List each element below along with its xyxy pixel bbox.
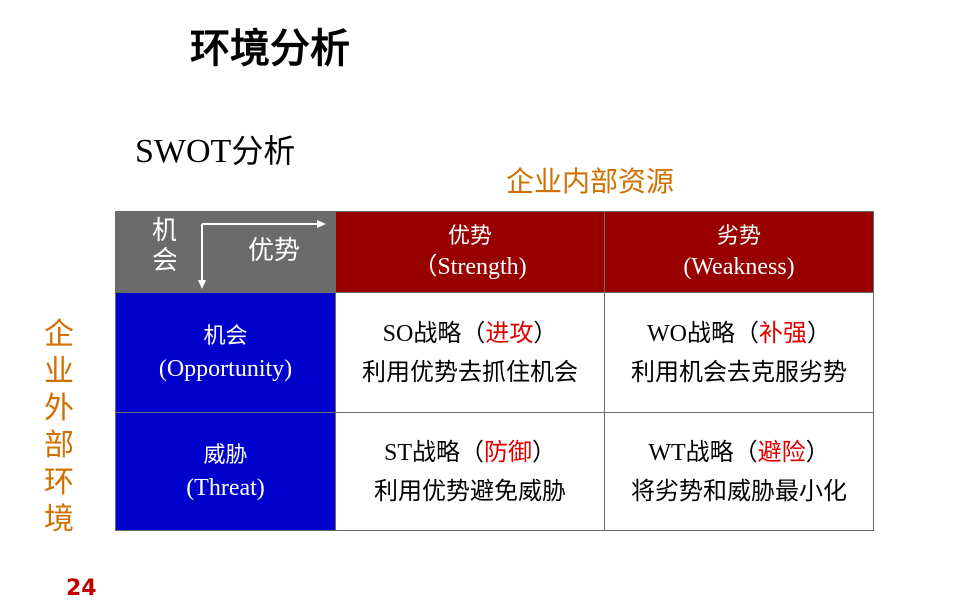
internal-resources-label: 企业内部资源: [506, 165, 675, 198]
strategy-code: WO: [647, 321, 687, 347]
wo-strategy-cell: WO战略（补强） 利用机会去克服劣势: [604, 292, 874, 413]
strategy-close: ）: [806, 319, 831, 347]
column-header-strength: 优势 （Strength): [335, 211, 605, 293]
corner-vertical-label: 机会: [152, 216, 176, 276]
strategy-close: ）: [532, 438, 556, 466]
strategy-word: 战略（: [413, 319, 486, 347]
external-environment-label: 企业外部环境: [44, 317, 74, 537]
row-header-en: (Threat): [186, 474, 265, 501]
row-header-cn: 机会: [203, 323, 248, 349]
corner-cell: 机会 优势: [115, 211, 336, 293]
column-header-en: (Weakness): [683, 254, 795, 280]
strategy-action: 补强: [758, 319, 807, 347]
strategy-code: ST: [383, 440, 412, 466]
wt-strategy-cell: WT战略（避险） 将劣势和威胁最小化: [604, 412, 874, 531]
corner-horizontal-label: 优势: [248, 236, 301, 266]
strategy-description: 利用优势去抓住机会: [362, 358, 578, 386]
subtitle: SWOT分析: [135, 126, 295, 172]
strategy-line: WT战略（避险）: [605, 433, 873, 472]
page-number: 24: [66, 576, 97, 601]
strategy-word: 战略（: [412, 438, 484, 466]
strategy-word: 战略（: [686, 319, 759, 347]
row-header-en: (Opportunity): [158, 355, 293, 382]
column-header-cn: 优势: [447, 224, 492, 249]
slide-title: 环境分析: [190, 26, 350, 72]
strategy-line: SO战略（进攻）: [336, 314, 604, 353]
st-strategy-cell: ST战略（防御） 利用优势避免威胁: [335, 412, 605, 531]
row-header-cn: 威胁: [203, 442, 248, 468]
strategy-close: ）: [533, 319, 558, 347]
strategy-code: SO: [382, 321, 414, 347]
strategy-code: WT: [648, 440, 686, 466]
swot-matrix: 机会 优势 优势 （Strength) 劣势 (Weakness) 机会 (Op…: [115, 211, 874, 531]
strategy-action: 防御: [484, 438, 532, 466]
strategy-description: 利用优势避免威胁: [374, 477, 566, 505]
subtitle-latin: SWOT: [135, 133, 232, 170]
strategy-line: WO战略（补强）: [605, 314, 873, 353]
subtitle-cjk: 分析: [231, 132, 296, 170]
strategy-word: 战略（: [685, 438, 758, 466]
column-header-cn: 劣势: [716, 224, 761, 249]
strategy-close: ）: [805, 438, 830, 466]
row-header-opportunity: 机会 (Opportunity): [115, 292, 336, 413]
so-strategy-cell: SO战略（进攻） 利用优势去抓住机会: [335, 292, 605, 413]
strategy-line: ST战略（防御）: [336, 433, 604, 472]
row-header-threat: 威胁 (Threat): [115, 412, 336, 531]
strategy-action: 进攻: [485, 319, 534, 347]
strategy-description: 利用机会去克服劣势: [631, 358, 847, 386]
axis-arrows-icon: [198, 220, 326, 289]
column-header-en: （Strength): [413, 254, 527, 280]
strategy-description: 将劣势和威胁最小化: [631, 477, 847, 505]
column-header-weakness: 劣势 (Weakness): [604, 211, 874, 293]
strategy-action: 避险: [757, 438, 806, 466]
